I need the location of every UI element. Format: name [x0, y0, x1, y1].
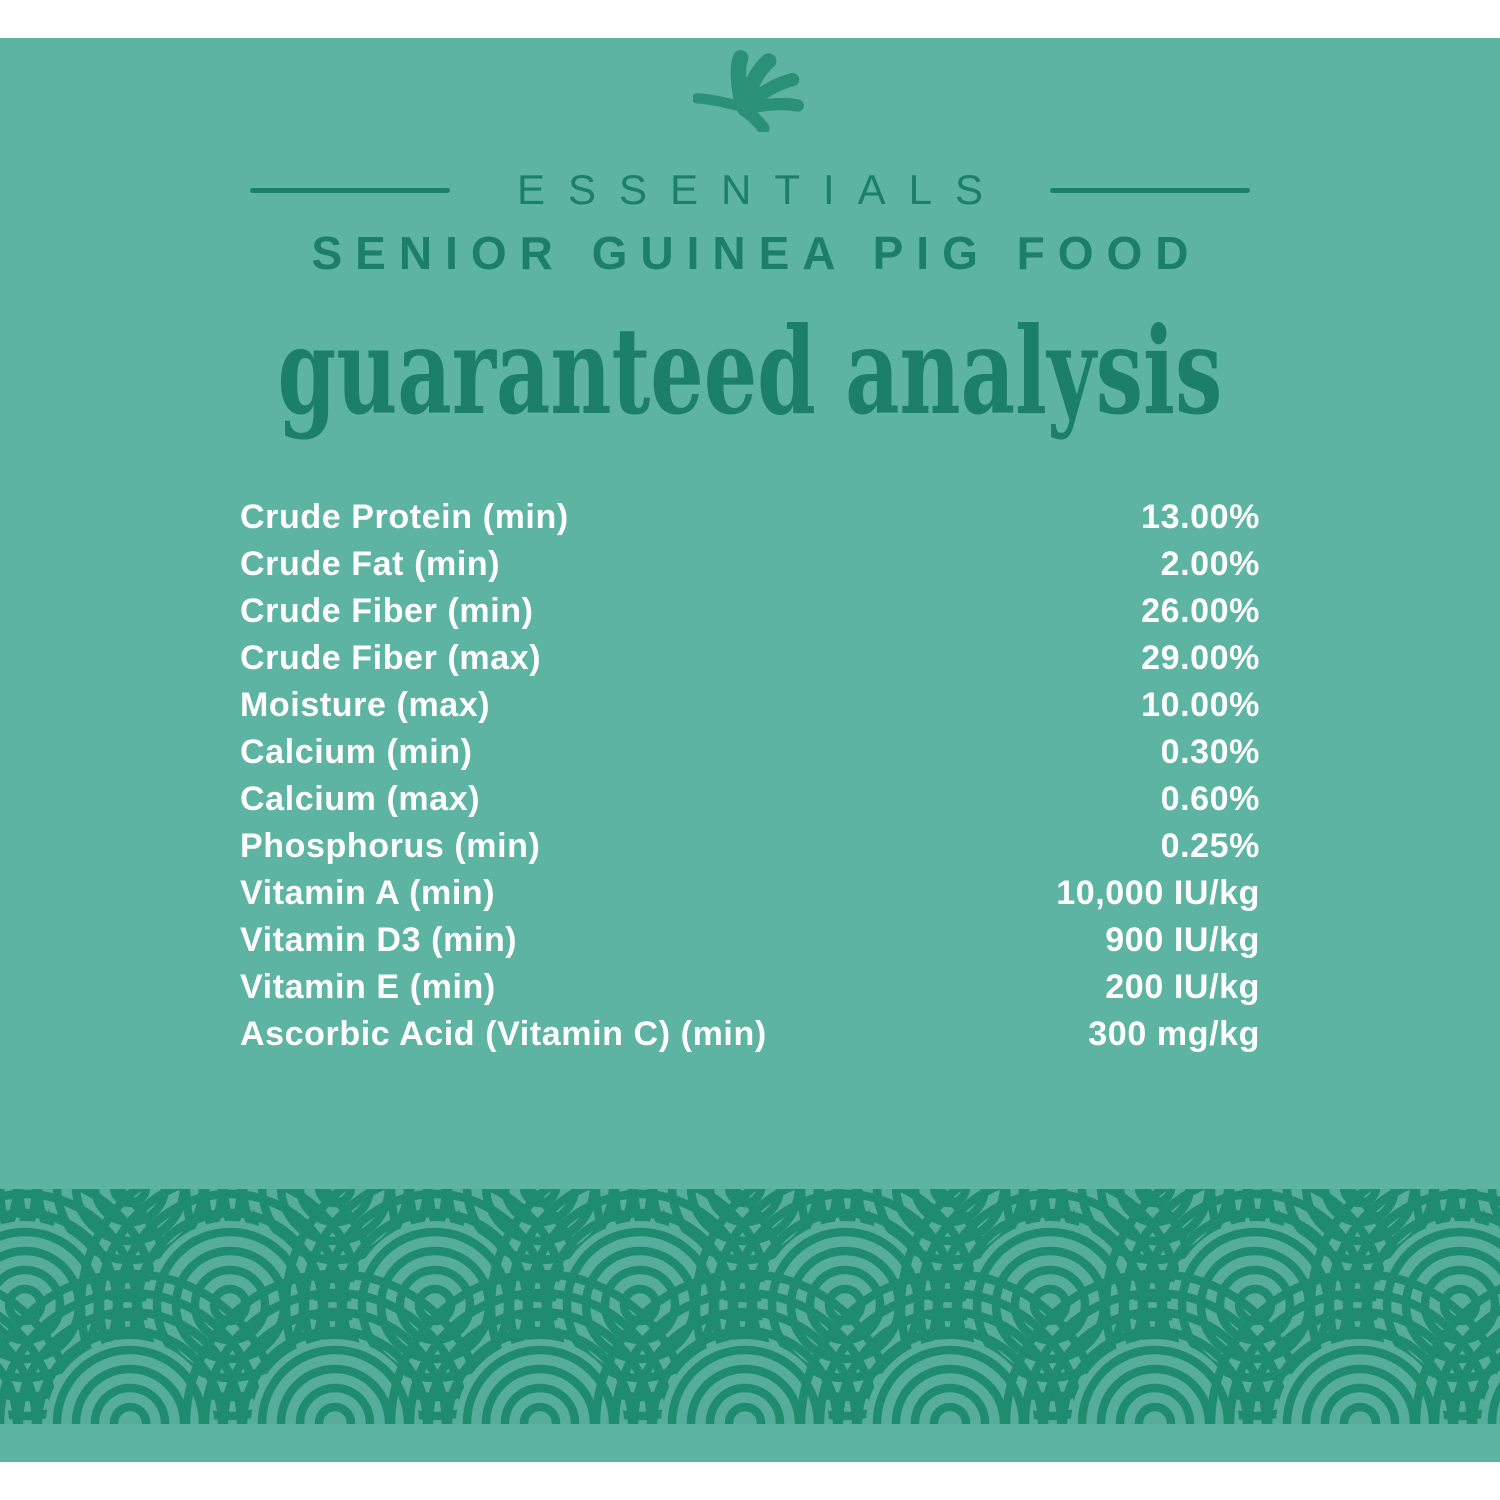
- product-name: SENIOR GUINEA PIG FOOD: [311, 227, 1202, 279]
- nutrient-label: Crude Fiber (min): [240, 592, 534, 630]
- brand-name: ESSENTIALS: [516, 166, 1007, 213]
- table-row: Ascorbic Acid (Vitamin C) (min) 300 mg/k…: [240, 1011, 1260, 1058]
- leaf-wrap: [0, 38, 1500, 132]
- nutrient-value: 10,000 IU/kg: [1056, 874, 1260, 912]
- table-row: Calcium (min) 0.30%: [240, 729, 1260, 776]
- nutrient-label: Vitamin E (min): [240, 968, 496, 1006]
- nutrient-label: Crude Fat (min): [240, 545, 501, 583]
- nutrient-value: 26.00%: [1141, 592, 1260, 630]
- table-row: Moisture (max) 10.00%: [240, 682, 1260, 729]
- analysis-table: Crude Protein (min) 13.00% Crude Fat (mi…: [240, 494, 1260, 1058]
- table-row: Vitamin E (min) 200 IU/kg: [240, 964, 1260, 1011]
- page-title-text: guaranteed analysis: [277, 301, 1223, 442]
- nutrient-value: 10.00%: [1141, 686, 1260, 724]
- table-row: Crude Fiber (min) 26.00%: [240, 588, 1260, 635]
- nutrient-label: Vitamin D3 (min): [240, 921, 518, 959]
- swirl-pattern-band: [0, 1189, 1500, 1424]
- table-row: Phosphorus (min) 0.25%: [240, 823, 1260, 870]
- concentric-circles-pattern: [0, 1189, 1500, 1424]
- nutrient-value: 13.00%: [1141, 498, 1260, 536]
- nutrient-value: 0.25%: [1160, 827, 1260, 865]
- table-row: Calcium (max) 0.60%: [240, 776, 1260, 823]
- nutrient-value: 200 IU/kg: [1105, 968, 1260, 1006]
- nutrient-label: Moisture (max): [240, 686, 491, 724]
- nutrient-label: Vitamin A (min): [240, 874, 496, 912]
- nutrient-value: 300 mg/kg: [1088, 1015, 1260, 1053]
- nutrient-label: Crude Protein (min): [240, 498, 569, 536]
- table-row: Crude Protein (min) 13.00%: [240, 494, 1260, 541]
- nutrient-label: Calcium (min): [240, 733, 473, 771]
- table-row: Crude Fat (min) 2.00%: [240, 541, 1260, 588]
- nutrient-value: 2.00%: [1160, 545, 1260, 583]
- brand-dash-right: [1050, 187, 1251, 193]
- nutrient-value: 0.30%: [1160, 733, 1260, 771]
- nutrient-label: Crude Fiber (max): [240, 639, 542, 677]
- nutrient-label: Calcium (max): [240, 780, 481, 818]
- nutrient-value: 29.00%: [1141, 639, 1260, 677]
- brand-row: ESSENTIALS: [0, 166, 1500, 214]
- label-card: ESSENTIALS SENIOR GUINEA PIG FOOD guaran…: [0, 38, 1500, 1462]
- table-row: Crude Fiber (max) 29.00%: [240, 635, 1260, 682]
- table-row: Vitamin A (min) 10,000 IU/kg: [240, 870, 1260, 917]
- nutrient-value: 0.60%: [1160, 780, 1260, 818]
- brand-dash-left: [249, 187, 450, 193]
- nutrient-label: Ascorbic Acid (Vitamin C) (min): [240, 1015, 767, 1053]
- nutrient-label: Phosphorus (min): [240, 827, 541, 865]
- page-title: guaranteed analysis: [0, 306, 1500, 438]
- table-row: Vitamin D3 (min) 900 IU/kg: [240, 917, 1260, 964]
- leaf-sprig-icon: [693, 50, 804, 132]
- nutrient-value: 900 IU/kg: [1105, 921, 1260, 959]
